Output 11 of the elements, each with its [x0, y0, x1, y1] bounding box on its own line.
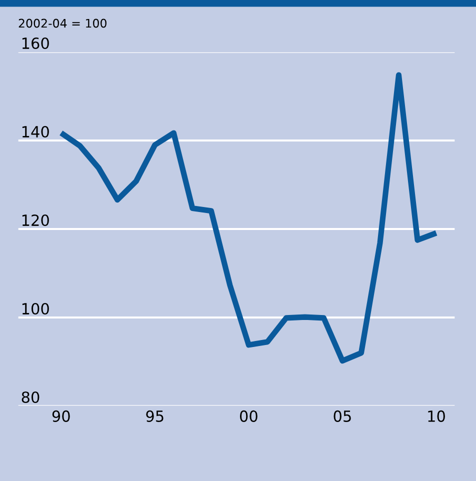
- x-tick-label: 00: [240, 410, 258, 422]
- y-axis-title: 2002-04 = 100: [18, 18, 106, 28]
- x-tick-label: 95: [146, 410, 164, 422]
- y-tick-label: 80: [22, 391, 40, 404]
- x-tick-label: 10: [428, 410, 445, 422]
- y-tick-label: 100: [22, 302, 49, 315]
- x-tick-label: 05: [334, 410, 351, 422]
- x-tick-label: 90: [52, 410, 70, 422]
- y-tick-label: 120: [22, 214, 49, 226]
- y-tick-label: 140: [22, 126, 49, 138]
- y-tick-label: 160: [22, 37, 49, 50]
